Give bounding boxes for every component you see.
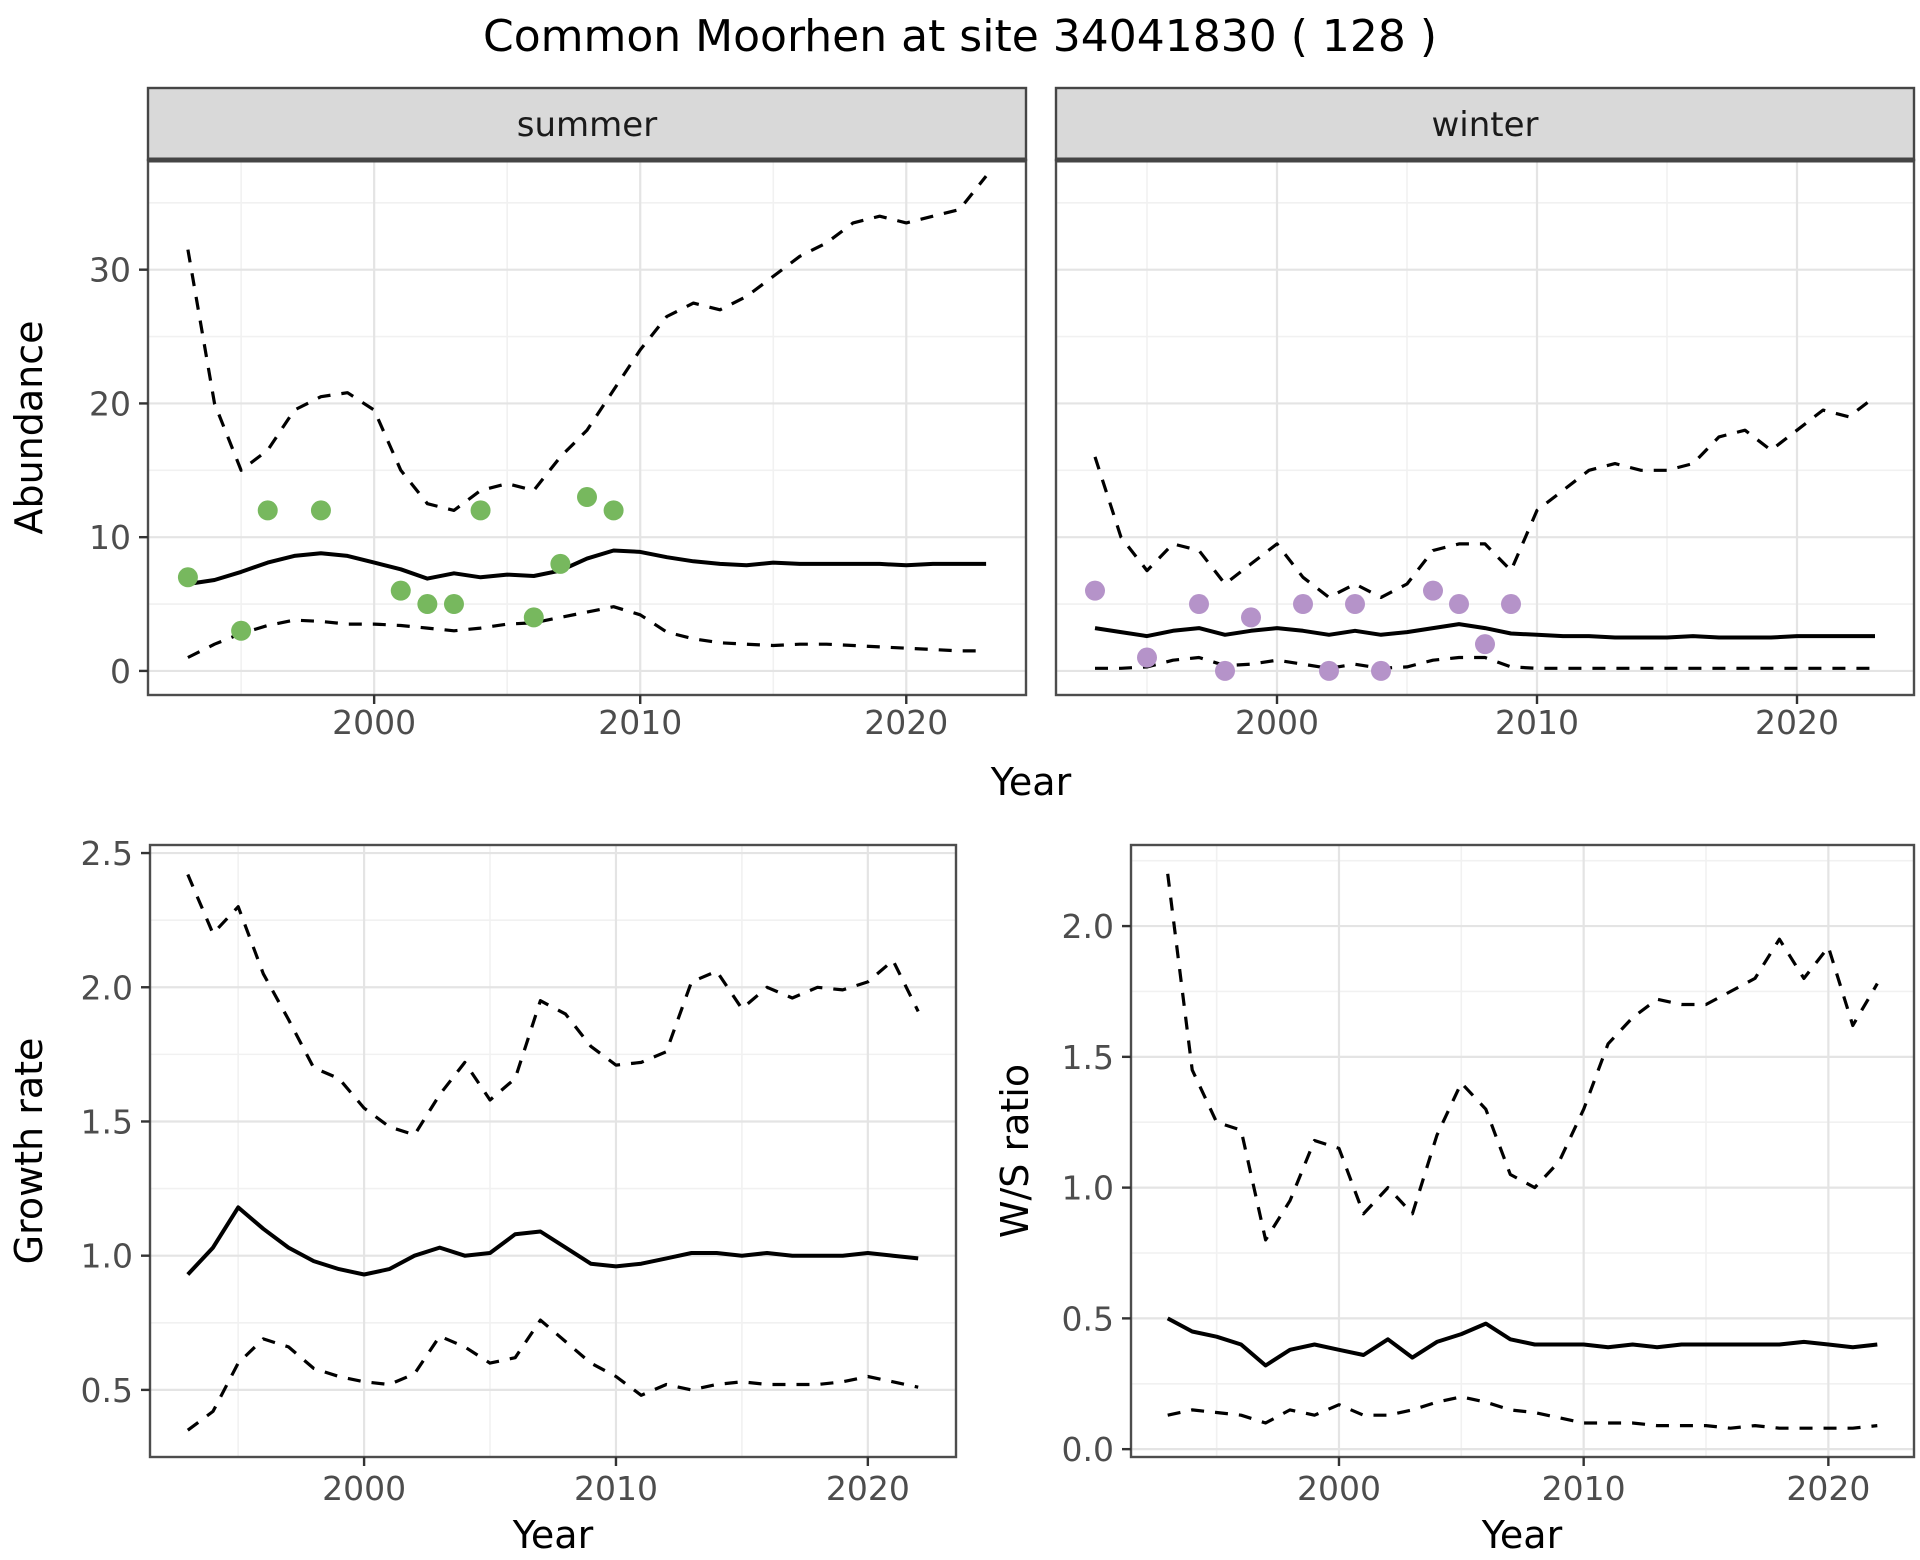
- x-axis-tick-label: 2000: [322, 1469, 406, 1508]
- series-median-abundance-summer: [187, 548, 987, 586]
- x-axis-tick-label: 2020: [826, 1469, 910, 1508]
- winter-observation-point: [1501, 594, 1521, 615]
- winter-observation-point: [1371, 660, 1391, 681]
- panel-border: [148, 843, 958, 1459]
- winter-observation-point: [1475, 634, 1495, 655]
- panel-background: [1056, 160, 1914, 695]
- summer-observation-point: [577, 487, 597, 508]
- x-axis-tick-label: 2010: [1495, 703, 1579, 742]
- winter-observation-point: [1293, 594, 1313, 615]
- winter-observation-point: [1215, 660, 1235, 681]
- panel-background: [150, 845, 956, 1457]
- y-axis-tick-label: 1.5: [81, 1102, 133, 1141]
- y-axis-tick-label: 1.5: [1062, 1038, 1114, 1077]
- y-axis-title: Growth rate: [7, 1038, 51, 1265]
- chart-ws-ratio: 2000 2010 2020 0.0 0.5 1.0 1.5 2.0 W/S ratio Year: [993, 843, 1916, 1557]
- series-upper-ci-abundance-summer: [186, 175, 988, 512]
- summer-observation-point: [470, 500, 491, 521]
- winter-observation-point: [1423, 580, 1443, 601]
- y-axis-tick-label: 2.0: [81, 968, 133, 1007]
- y-axis-title: Abundance: [7, 320, 51, 534]
- series-median-abundance-winter: [1094, 622, 1875, 640]
- x-axis-tick-label: 2010: [1542, 1469, 1626, 1508]
- series-median-ws-ratio: [1166, 1316, 1878, 1368]
- chart-growth-rate: 2000 2010 2020 0.5 1.0 1.5 2.0 2.5 Growth rate Ye…: [7, 834, 958, 1557]
- summer-observation-point: [523, 607, 544, 628]
- y-axis-tick-label: 1.0: [81, 1237, 133, 1276]
- facet-strip: [1054, 86, 1916, 162]
- summer-observation-point: [443, 594, 464, 615]
- series-lower-ci-ws-ratio: [1167, 1395, 1878, 1430]
- summer-observation-point: [550, 553, 571, 574]
- summer-observation-point: [257, 500, 278, 521]
- summer-observation-point: [310, 500, 331, 521]
- y-axis-tick-label: 2.5: [81, 834, 133, 873]
- series-lower-ci-abundance-summer: [187, 605, 987, 659]
- panel-background: [1131, 845, 1914, 1457]
- winter-observation-point: [1449, 594, 1469, 615]
- x-axis-tick-label: 2000: [1235, 703, 1319, 742]
- shared-x-axis-title: Year: [990, 760, 1072, 804]
- facet-strip-label: winter: [1431, 105, 1538, 145]
- series-upper-ci-growth-rate: [186, 873, 920, 1137]
- summer-observation-point: [417, 594, 438, 615]
- winter-observation-point: [1137, 647, 1157, 668]
- y-axis-tick-label: 2.0: [1062, 907, 1114, 946]
- summer-observation-point: [603, 500, 624, 521]
- series-lower-ci-growth-rate: [186, 1318, 919, 1432]
- y-axis-tick-label: 0.0: [1062, 1430, 1114, 1469]
- winter-observation-point: [1241, 607, 1261, 628]
- x-axis-tick-label: 2010: [574, 1469, 658, 1508]
- y-axis-tick-label: 1.0: [1062, 1169, 1114, 1208]
- series-median-growth-rate: [186, 1205, 919, 1277]
- y-axis-tick-label: 0.5: [81, 1371, 133, 1410]
- x-axis-tick-label: 2020: [1755, 703, 1839, 742]
- winter-observation-point: [1319, 660, 1339, 681]
- y-axis-tick-label: 10: [89, 518, 131, 557]
- winter-observation-point: [1189, 594, 1209, 615]
- x-axis-title: Year: [512, 1513, 594, 1557]
- panel-border: [1129, 843, 1916, 1459]
- y-axis-tick-label: 30: [89, 251, 131, 290]
- summer-observation-point: [231, 620, 252, 641]
- y-axis-title: W/S ratio: [993, 1064, 1037, 1238]
- main-title: Common Moorhen at site 34041830 ( 128 ): [483, 11, 1437, 62]
- y-axis-tick-label: 20: [89, 384, 131, 423]
- x-axis-tick-label: 2010: [598, 703, 682, 742]
- facet-strip: [146, 86, 1028, 162]
- winter-observation-point: [1345, 594, 1365, 615]
- x-axis-tick-label: 2020: [1786, 1469, 1870, 1508]
- x-axis-title: Year: [1481, 1513, 1563, 1557]
- series-upper-ci-ws-ratio: [1166, 873, 1879, 1242]
- series-upper-ci-abundance-winter: [1093, 395, 1876, 600]
- chart-abundance-winter: winter 2000 2010 2020: [1054, 86, 1916, 742]
- summer-observation-point: [177, 567, 198, 588]
- y-axis-tick-label: 0.5: [1062, 1299, 1114, 1338]
- x-axis-tick-label: 2020: [864, 703, 948, 742]
- facet-strip-label: summer: [517, 105, 657, 145]
- winter-observation-point: [1085, 580, 1105, 601]
- summer-observation-point: [390, 580, 411, 601]
- x-axis-tick-label: 2000: [332, 703, 416, 742]
- y-axis-tick-label: 0: [110, 652, 131, 691]
- x-axis-tick-label: 2000: [1297, 1469, 1381, 1508]
- chart-abundance-summer: summer 2000 2010 2020 0 10 20 30 Abundance: [7, 86, 1028, 742]
